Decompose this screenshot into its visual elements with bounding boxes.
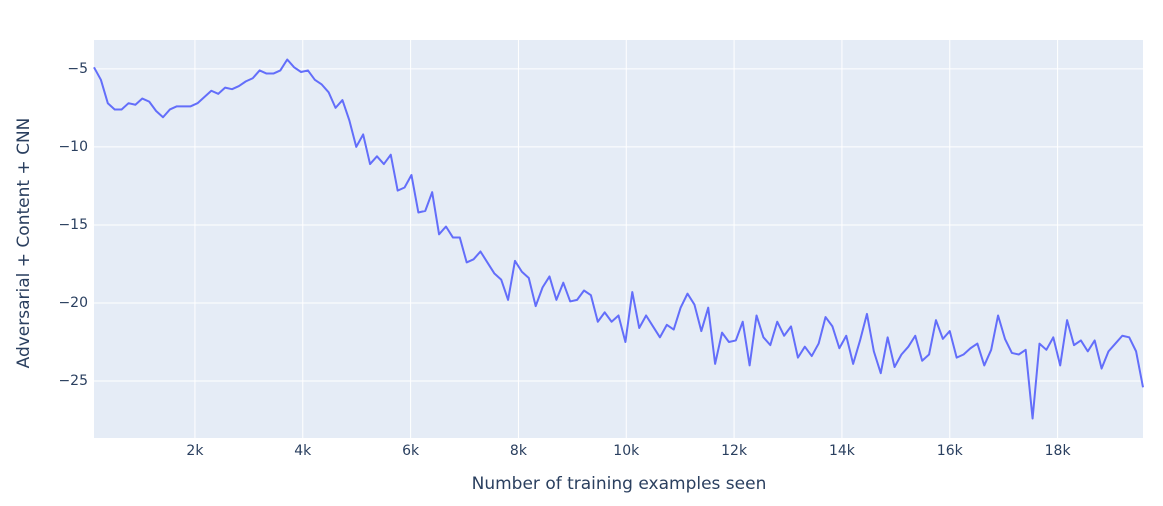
x-tick-label: 4k — [294, 443, 312, 459]
y-tick-label: −15 — [58, 217, 88, 233]
y-tick-label: −5 — [67, 61, 88, 77]
y-tick-label: −25 — [58, 373, 88, 389]
y-tick-label: −20 — [58, 295, 88, 311]
x-tick-label: 6k — [402, 443, 420, 459]
line-series — [93, 58, 1144, 420]
y-tick-label: −10 — [58, 139, 88, 155]
x-tick-label: 8k — [510, 443, 528, 459]
x-tick-label: 10k — [613, 443, 640, 459]
x-tick-label: 12k — [721, 443, 748, 459]
x-tick-label: 14k — [829, 443, 856, 459]
x-tick-label: 2k — [186, 443, 204, 459]
x-tick-label: 18k — [1045, 443, 1072, 459]
y-axis-title: Adversarial + Content + CNN — [14, 118, 34, 369]
x-axis-title: Number of training examples seen — [472, 474, 767, 494]
x-tick-label: 16k — [937, 443, 964, 459]
plot-area — [94, 40, 1143, 438]
